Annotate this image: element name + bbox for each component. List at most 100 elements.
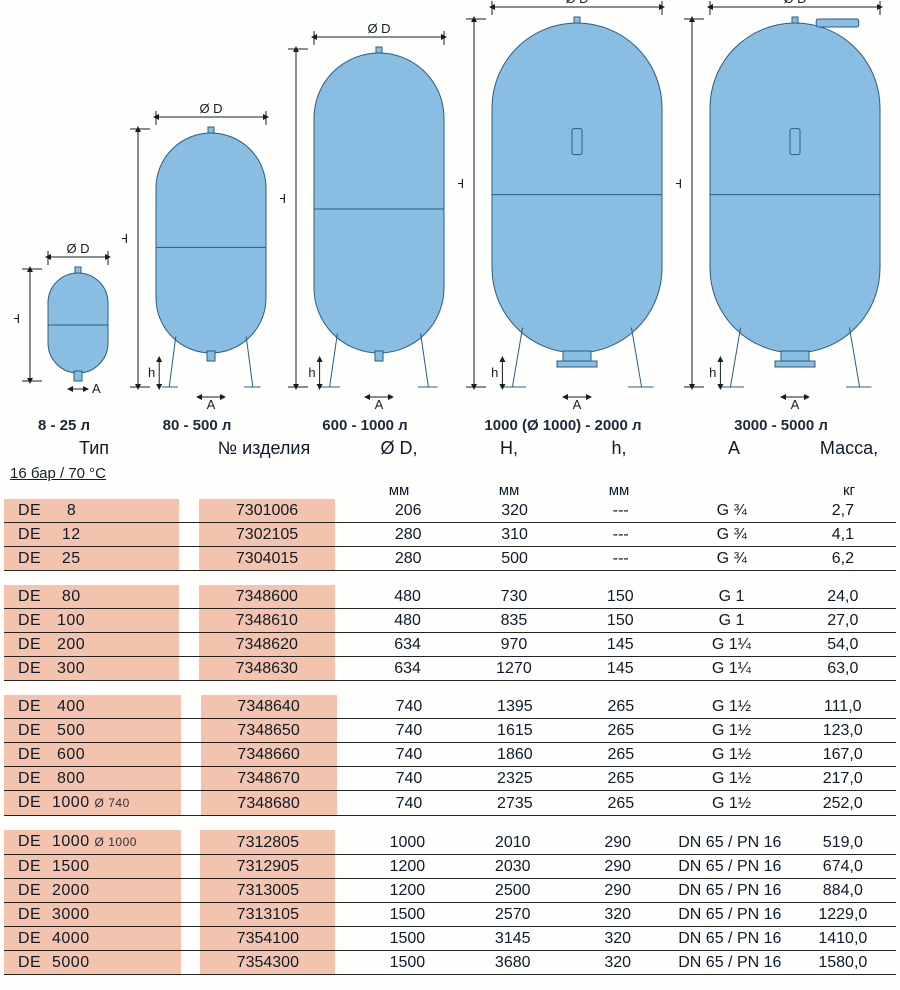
svg-text:A: A [92,381,101,396]
cell-A: G 1¼ [673,657,789,681]
cell-article: 7348620 [199,633,335,657]
cell-type: DE 800 [4,767,181,791]
svg-text:Ø D: Ø D [199,103,222,116]
cell-h: 265 [568,791,674,816]
tank-caption: 80 - 500 л [163,417,232,434]
svg-text:A: A [375,397,384,411]
svg-text:H: H [14,311,20,326]
svg-text:Ø D: Ø D [367,23,390,36]
unit-mass: кг [794,482,900,499]
col-header-type: Тип [4,438,184,459]
col-header-h: h, [564,438,674,459]
cell-article: 7354300 [200,951,335,975]
table-row: DE 50073486507401615265G 1½123,0 [4,719,896,743]
tank-caption: 3000 - 5000 л [734,417,828,434]
cell-mass: 111,0 [789,695,896,719]
cell-A: G 1¼ [673,633,789,657]
cell-article: 7313105 [200,903,335,927]
svg-text:Ø D: Ø D [66,243,89,256]
cell-mass: 167,0 [789,743,896,767]
cell-H: 1270 [461,657,568,681]
table-header-row: Тип № изделия Ø D, H, h, A Масса, [4,434,896,463]
group-gap [4,816,896,830]
cell-H: 1860 [462,743,568,767]
cell-type: DE 25 [4,547,179,571]
cell-h: 320 [565,903,670,927]
table-row: DE 87301006206320---G ¾2,7 [4,499,896,523]
cell-type: DE 8 [4,499,179,523]
cell-mass: 1580,0 [790,951,896,975]
cell-A: DN 65 / PN 16 [670,927,790,951]
specs-table: DE 87301006206320---G ¾2,7DE 12730210528… [4,499,896,975]
cell-mass: 2,7 [790,499,896,523]
cell-D: 1000 [355,830,460,855]
cell-A: G 1½ [674,695,790,719]
svg-text:Ø D: Ø D [783,0,806,6]
specs-group: DE1000 Ø 1000731280510002010290DN 65 / P… [4,830,896,975]
tank-diagrams-row: Ø DHA 8 - 25 л Ø DHhA 80 - 500 л Ø DHhA … [4,4,896,434]
svg-text:H: H [458,176,464,191]
cell-type: DE3000 [4,903,181,927]
cell-D: 634 [355,633,461,657]
tank-block: Ø D Hh A 600 - 1000 л [280,23,450,434]
cell-type: DE1500 [4,855,181,879]
cell-h: 265 [568,695,674,719]
svg-text:A: A [207,397,216,411]
cell-h: 290 [565,879,670,903]
table-row: DE1000 Ø 74073486807402735265G 1½252,0 [4,791,896,816]
cell-A: G 1½ [674,791,790,816]
svg-text:H: H [676,176,682,191]
cell-D: 1200 [355,855,460,879]
cell-h: 145 [567,657,673,681]
cell-type: DE2000 [4,879,181,903]
cell-H: 500 [461,547,567,571]
cell-A: G ¾ [674,523,790,547]
table-row: DE3000731310515002570320DN 65 / PN 16122… [4,903,896,927]
cell-A: DN 65 / PN 16 [670,903,790,927]
tank-block: Ø DHhA 80 - 500 л [122,103,272,434]
svg-text:h: h [308,365,315,380]
cell-mass: 24,0 [790,585,896,609]
svg-text:H: H [122,231,128,246]
cell-type: DE 400 [4,695,181,719]
cell-h: 320 [565,951,670,975]
cell-D: 1500 [355,951,460,975]
cell-D: 740 [356,743,462,767]
table-row: DE 30073486306341270145G 1¼63,0 [4,657,896,681]
cell-article: 7304015 [199,547,336,571]
cell-H: 2325 [462,767,568,791]
tank-block: Ø DHhA 1000 (Ø 1000) - 2000 л [458,0,668,434]
cell-A: G 1 [673,585,789,609]
cell-article: 7302105 [199,523,336,547]
group-gap [4,681,896,695]
unit-H: мм [454,482,564,499]
table-row: DE1000 Ø 1000731280510002010290DN 65 / P… [4,830,896,855]
cell-H: 970 [461,633,568,657]
tank-diagram: Ø DHhA [458,0,668,411]
cell-article: 7301006 [199,499,336,523]
tank-block: Ø DHA 8 - 25 л [14,243,114,434]
svg-text:A: A [791,397,800,411]
cell-mass: 252,0 [789,791,896,816]
cell-article: 7348640 [201,695,337,719]
table-row: DE 257304015280500---G ¾6,2 [4,547,896,571]
cell-H: 2010 [460,830,565,855]
cell-A: G 1½ [674,719,790,743]
cell-mass: 1229,0 [790,903,896,927]
cell-D: 740 [356,695,462,719]
cell-article: 7348680 [201,791,337,816]
section-header: 16 бар / 70 °С [4,465,896,482]
col-header-A: A [674,438,794,459]
table-row: DE 2007348620634970145G 1¼54,0 [4,633,896,657]
tank-caption: 600 - 1000 л [322,417,407,434]
tank-diagram: Ø D Hh A [280,23,450,411]
cell-H: 835 [461,609,568,633]
svg-text:h: h [709,365,716,380]
cell-h: 145 [567,633,673,657]
svg-text:H: H [280,191,286,206]
tank-block: Ø D Hh A 3000 - 5000 л [676,0,886,434]
cell-H: 2570 [460,903,565,927]
table-row: DE 80073486707402325265G 1½217,0 [4,767,896,791]
cell-type: DE 200 [4,633,179,657]
cell-D: 1500 [355,927,460,951]
